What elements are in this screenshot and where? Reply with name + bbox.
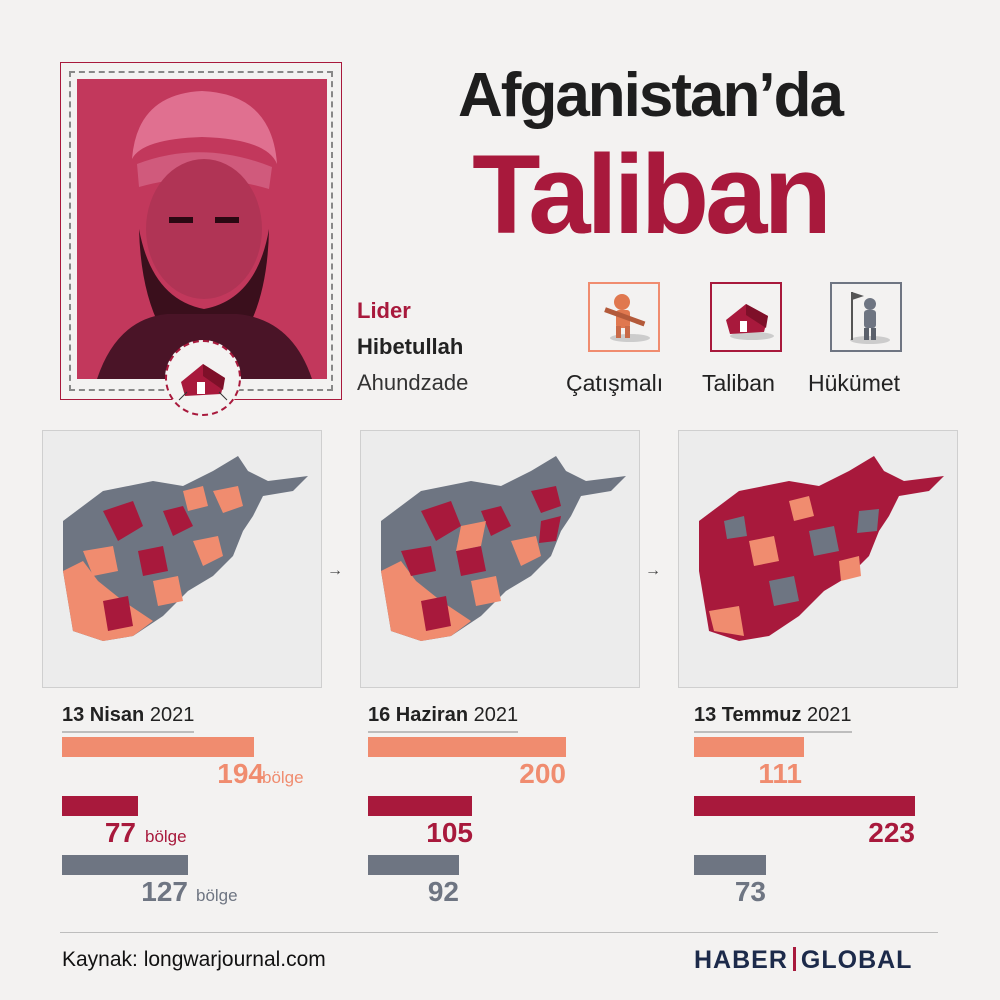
bar-government-july xyxy=(694,855,766,875)
date-day: 13 Nisan xyxy=(62,704,145,726)
unit-label: bölge xyxy=(262,768,304,787)
leader-portrait-frame xyxy=(60,62,342,400)
afghanistan-map-april xyxy=(42,430,322,688)
bar-contested-april xyxy=(62,737,254,757)
leader-last-name: Ahundzade xyxy=(357,370,469,395)
arrow-right-icon: → xyxy=(645,562,661,579)
date-label-april: 13 Nisan 2021 xyxy=(62,704,195,733)
leader-photo xyxy=(77,79,327,379)
date-year: 2021 xyxy=(149,704,195,726)
value-contested-june: 200 xyxy=(519,758,566,789)
date-label-june: 16 Haziran 2021 xyxy=(368,704,519,733)
bar-government-april xyxy=(62,855,188,875)
legend-contested-icon-box xyxy=(588,282,660,352)
brand-right: GLOBAL xyxy=(800,946,913,974)
bar-government-june xyxy=(368,855,459,875)
unit-label: bölge xyxy=(145,827,187,846)
soldier-rifle-icon xyxy=(604,294,650,342)
title-line-1: Afganistan’da xyxy=(458,61,844,130)
brand-logo: HABER GLOBAL xyxy=(694,946,912,975)
legend-government-icon-box xyxy=(830,282,902,352)
legend-taliban-icon-box xyxy=(710,282,782,352)
brand-separator xyxy=(792,947,796,971)
tent-icon xyxy=(726,304,774,340)
date-year: 2021 xyxy=(807,704,852,726)
date-label-july: 13 Temmuz 2021 xyxy=(694,704,852,733)
legend-taliban-label: Taliban xyxy=(702,370,775,396)
date-day: 13 Temmuz xyxy=(694,704,802,726)
title-line-2: Taliban xyxy=(472,132,832,257)
afghanistan-map-july xyxy=(678,430,958,688)
legend-government-label: Hükümet xyxy=(808,370,901,396)
date-day: 16 Haziran xyxy=(368,704,469,726)
brand-left: HABER xyxy=(694,946,788,974)
value-taliban-april: 77 xyxy=(104,817,136,848)
leader-first-name: Hibetullah xyxy=(357,334,464,359)
footer-divider xyxy=(60,932,938,933)
flag-soldier-icon xyxy=(850,292,890,344)
date-year: 2021 xyxy=(473,704,519,726)
value-taliban-july: 223 xyxy=(868,817,915,848)
value-contested-april: 194 xyxy=(217,758,264,789)
value-taliban-june: 105 xyxy=(426,817,473,848)
value-contested-july: 111 xyxy=(758,758,802,789)
tent-badge-icon xyxy=(165,340,241,416)
value-government-july: 73 xyxy=(734,876,766,907)
arrow-right-icon: → xyxy=(327,562,343,579)
leader-role: Lider xyxy=(357,298,411,323)
value-government-june: 92 xyxy=(427,876,459,907)
bar-taliban-july xyxy=(694,796,915,816)
value-government-april: 127 xyxy=(141,876,188,907)
bar-contested-june xyxy=(368,737,566,757)
bar-taliban-april xyxy=(62,796,138,816)
source-credit: Kaynak: longwarjournal.com xyxy=(62,948,326,971)
bar-contested-july xyxy=(694,737,804,757)
bar-taliban-june xyxy=(368,796,472,816)
afghanistan-map-june xyxy=(360,430,640,688)
legend-contested-label: Çatışmalı xyxy=(566,370,664,396)
unit-label: bölge xyxy=(196,886,238,905)
